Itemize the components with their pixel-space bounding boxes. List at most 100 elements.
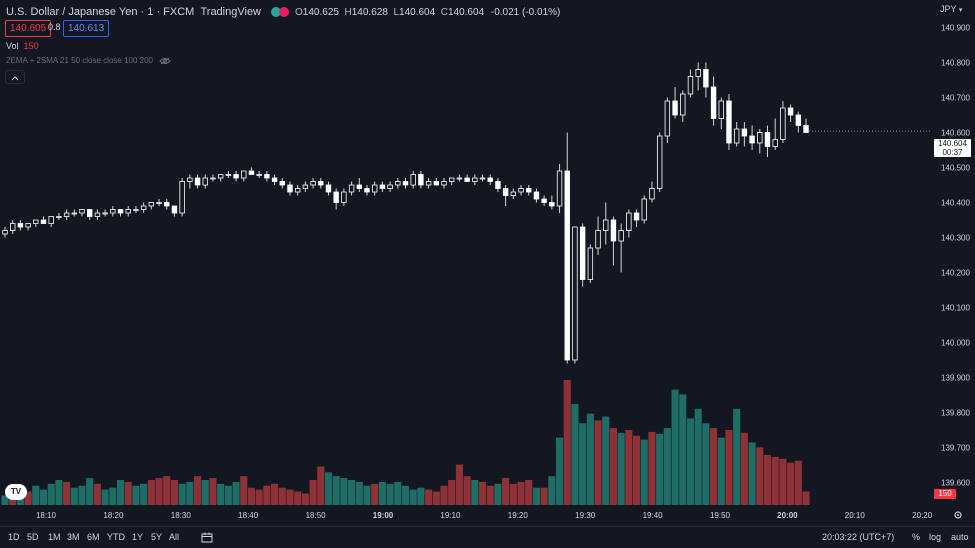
collapse-legend-button[interactable] (5, 70, 25, 84)
candle-body (148, 202, 155, 207)
range-button-1m[interactable]: 1M (48, 532, 61, 542)
candle (325, 181, 332, 196)
sell-button[interactable]: 140.605 (5, 20, 52, 37)
low-value: 140.604 (399, 6, 436, 18)
candle-body (271, 177, 278, 182)
auto-toggle[interactable]: auto (951, 532, 969, 542)
range-button-5y[interactable]: 5Y (151, 532, 163, 542)
percent-toggle[interactable]: % (912, 532, 921, 542)
volume-bar (440, 485, 448, 505)
range-button-all[interactable]: All (169, 532, 180, 542)
candle-body (333, 191, 339, 203)
range-button-6m[interactable]: 6M (87, 532, 100, 542)
volume-bar (286, 489, 294, 505)
range-button-1d[interactable]: 1D (8, 532, 20, 542)
candle (140, 202, 147, 213)
gear-icon[interactable] (953, 510, 963, 520)
interval-label[interactable]: 1 (147, 6, 154, 18)
volume-bar (55, 480, 63, 505)
buy-button[interactable]: 140.613 (63, 20, 110, 37)
candle (94, 209, 101, 220)
candle-body (710, 86, 717, 119)
candle (241, 170, 247, 182)
candle-body (248, 170, 255, 175)
volume-bar (740, 432, 748, 505)
candle-body (726, 100, 732, 144)
volume-bar (656, 433, 664, 505)
symbol-title[interactable]: U.S. Dollar / Japanese Yen (6, 6, 138, 18)
candle-body (17, 223, 24, 228)
range-button-1y[interactable]: 1Y (132, 532, 144, 542)
eye-icon[interactable] (159, 57, 171, 65)
candle (33, 219, 39, 227)
tradingview-logo[interactable]: TV (5, 484, 27, 500)
volume-bar (694, 408, 702, 505)
candle-body (664, 100, 671, 137)
volume-bar (232, 481, 240, 505)
volume-bar (509, 483, 517, 505)
price-tick: 140.400 (941, 198, 970, 207)
volume-bar (386, 483, 394, 505)
candle-body (733, 128, 740, 144)
price-tick: 140.900 (941, 23, 970, 32)
range-button-3m[interactable]: 3M (67, 532, 80, 542)
time-tick: 18:50 (305, 511, 326, 520)
close-value: 140.604 (447, 6, 485, 18)
volume-bar (717, 437, 725, 505)
volume-bar (555, 437, 564, 505)
candle (572, 226, 578, 364)
open-label: O (295, 6, 303, 18)
candle-body (125, 209, 131, 214)
timezone-clock[interactable]: 20:03:22 (UTC+7) (822, 532, 895, 542)
currency-selector[interactable]: JPY ▾ (940, 4, 962, 14)
volume-bar (32, 485, 40, 505)
volume-bar (725, 430, 733, 505)
volume-bar (39, 489, 48, 505)
volume-bar (155, 478, 163, 505)
candle-body (194, 177, 201, 186)
market-status-icon[interactable] (271, 7, 290, 17)
volume-bar (494, 483, 502, 505)
time-tick: 20:00 (777, 511, 798, 520)
range-button-5d[interactable]: 5D (27, 532, 39, 542)
candle-body (318, 181, 324, 186)
volume-label: Vol (6, 41, 19, 51)
volume-bar (663, 428, 671, 505)
log-toggle[interactable]: log (929, 532, 942, 542)
candle-body (618, 230, 624, 242)
candle-body (656, 135, 663, 189)
candle (294, 185, 301, 196)
candle (48, 216, 54, 227)
volume-bar (602, 416, 610, 505)
candle (718, 97, 724, 129)
price-axis[interactable]: 140.900 140.800 140.700 140.600 140.500 140.4… (930, 0, 975, 504)
volume-bar (771, 456, 779, 505)
indicator-legend[interactable]: 2EMA + 2SMA 21 50 close close 100 200 (6, 56, 171, 65)
time-axis[interactable]: 18:10 18:20 18:30 18:40 18:50 19:00 19:10 19:20… (0, 505, 932, 525)
candle-body (364, 188, 370, 193)
candle (133, 206, 139, 213)
price-tick: 139.900 (941, 373, 970, 382)
candle (318, 178, 324, 189)
candle (610, 216, 617, 266)
price-tick: 139.800 (941, 408, 970, 417)
volume-bar (748, 442, 756, 505)
price-tick: 140.800 (941, 58, 970, 67)
volume-bar (502, 478, 510, 505)
volume-bar (425, 489, 433, 505)
candle-body (487, 177, 493, 182)
candle-body (294, 188, 301, 193)
candle (649, 181, 655, 203)
volume-bar (363, 485, 371, 505)
volume-legend[interactable]: Vol 150 (6, 41, 39, 51)
candle-body (533, 191, 540, 200)
candle-body (587, 247, 594, 280)
volume-bar (355, 481, 363, 505)
candle (63, 209, 70, 220)
candle-body (757, 132, 763, 144)
candle (25, 223, 31, 231)
volume-bar (271, 483, 279, 505)
calendar-icon[interactable] (201, 532, 213, 543)
candlestick-chart[interactable] (0, 0, 930, 505)
range-button-ytd[interactable]: YTD (107, 532, 125, 542)
